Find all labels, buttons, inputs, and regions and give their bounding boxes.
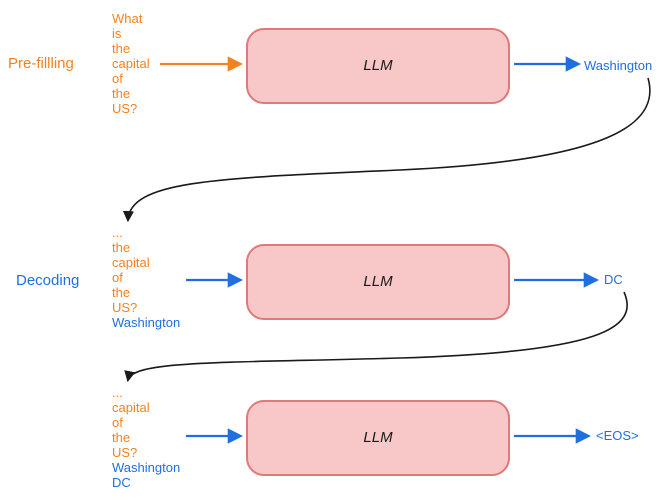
diagram-canvas: { "colors": { "orange": "#f58220", "blue… <box>0 0 668 500</box>
decode1-output: DC <box>604 272 623 287</box>
decode2-input-tokens: ...capitaloftheUS?WashingtonDC <box>112 386 180 491</box>
stage-label-prefill: Pre-fillling <box>8 55 74 72</box>
llm-box-decode1: LLM <box>246 244 510 320</box>
decode2-output: <EOS> <box>596 428 639 443</box>
llm-box-prefill: LLM <box>246 28 510 104</box>
stage-label-decoding: Decoding <box>16 272 79 289</box>
llm-box-decode2: LLM <box>246 400 510 476</box>
prefill-input-tokens: WhatisthecapitaloftheUS? <box>112 12 150 117</box>
prefill-output: Washington <box>584 58 652 73</box>
decode1-input-tokens: ...thecapitaloftheUS?Washington <box>112 226 180 331</box>
